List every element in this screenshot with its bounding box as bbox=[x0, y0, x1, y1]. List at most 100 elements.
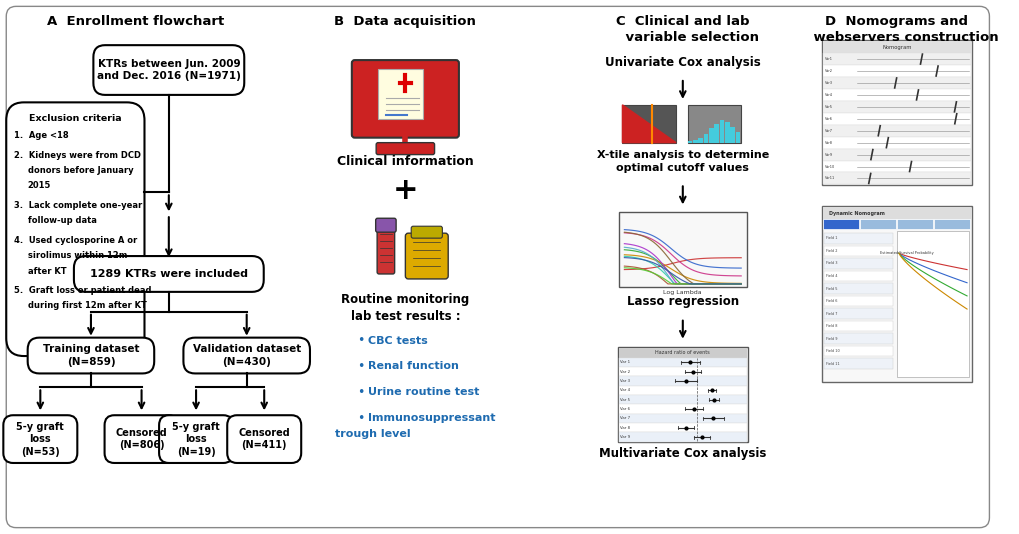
Bar bbox=[618, 367, 746, 376]
Text: Var7: Var7 bbox=[824, 129, 833, 133]
Text: Training dataset
(N=859): Training dataset (N=859) bbox=[43, 344, 139, 367]
Text: Var2: Var2 bbox=[824, 69, 833, 73]
Bar bbox=[822, 172, 970, 184]
Bar bbox=[618, 348, 746, 358]
Text: Urine routine test: Urine routine test bbox=[368, 387, 479, 397]
Text: Field 3: Field 3 bbox=[825, 262, 837, 265]
FancyBboxPatch shape bbox=[405, 233, 447, 279]
Text: lab test results :: lab test results : bbox=[351, 310, 460, 323]
FancyBboxPatch shape bbox=[6, 6, 988, 528]
Bar bbox=[618, 423, 746, 433]
Bar bbox=[823, 258, 893, 269]
FancyBboxPatch shape bbox=[376, 143, 434, 154]
Bar bbox=[823, 283, 893, 294]
Text: Clinical information: Clinical information bbox=[336, 155, 473, 168]
Bar bbox=[823, 321, 893, 331]
FancyBboxPatch shape bbox=[3, 415, 77, 463]
Text: Routine monitoring: Routine monitoring bbox=[341, 293, 469, 307]
Text: Field 7: Field 7 bbox=[825, 311, 837, 316]
Text: Field 2: Field 2 bbox=[825, 249, 837, 253]
Text: Var5: Var5 bbox=[824, 105, 833, 109]
FancyBboxPatch shape bbox=[375, 218, 395, 232]
Text: 1289 KTRs were included: 1289 KTRs were included bbox=[90, 269, 248, 279]
Text: Var 7: Var 7 bbox=[620, 417, 630, 420]
FancyBboxPatch shape bbox=[411, 226, 442, 238]
Text: +: + bbox=[392, 176, 418, 205]
FancyBboxPatch shape bbox=[6, 103, 145, 356]
Text: Field 6: Field 6 bbox=[825, 299, 837, 303]
Text: 4.  Used cyclosporine A or: 4. Used cyclosporine A or bbox=[14, 235, 138, 245]
Text: Field 10: Field 10 bbox=[825, 349, 839, 353]
Bar bbox=[687, 141, 692, 143]
Text: X-tile analysis to determine
optimal cutoff values: X-tile analysis to determine optimal cut… bbox=[596, 151, 768, 173]
Bar bbox=[823, 296, 893, 307]
FancyBboxPatch shape bbox=[159, 415, 232, 463]
Text: Var6: Var6 bbox=[824, 117, 833, 121]
Bar bbox=[823, 345, 893, 356]
Bar bbox=[703, 135, 707, 143]
Text: Censored
(N=806): Censored (N=806) bbox=[115, 428, 167, 450]
Bar bbox=[822, 89, 970, 101]
Bar bbox=[618, 386, 746, 395]
Bar bbox=[719, 120, 723, 143]
Text: 5-y graft
loss
(N=53): 5-y graft loss (N=53) bbox=[16, 422, 64, 457]
Text: donors before January: donors before January bbox=[28, 166, 133, 175]
Bar bbox=[823, 246, 893, 256]
Text: Var4: Var4 bbox=[824, 93, 833, 97]
Text: Var3: Var3 bbox=[824, 81, 833, 85]
FancyBboxPatch shape bbox=[618, 213, 746, 287]
Bar bbox=[708, 128, 713, 143]
FancyBboxPatch shape bbox=[821, 206, 971, 382]
Text: Lasso regression: Lasso regression bbox=[626, 295, 738, 308]
Text: Field 5: Field 5 bbox=[825, 287, 837, 290]
Polygon shape bbox=[622, 105, 676, 143]
Text: Field 9: Field 9 bbox=[825, 336, 837, 341]
Text: Field 11: Field 11 bbox=[825, 362, 839, 366]
Text: Multivariate Cox analysis: Multivariate Cox analysis bbox=[598, 446, 765, 460]
Text: 5-y graft
loss
(N=19): 5-y graft loss (N=19) bbox=[172, 422, 220, 457]
Text: Field 4: Field 4 bbox=[825, 274, 837, 278]
Text: Validation dataset
(N=430): Validation dataset (N=430) bbox=[193, 344, 301, 367]
FancyBboxPatch shape bbox=[821, 40, 971, 185]
Bar bbox=[698, 138, 702, 143]
Text: 2.  Kidneys were from DCD: 2. Kidneys were from DCD bbox=[14, 151, 141, 160]
Text: Field 1: Field 1 bbox=[825, 237, 837, 240]
Bar bbox=[822, 137, 970, 148]
Text: trough level: trough level bbox=[335, 429, 411, 438]
Bar bbox=[823, 233, 893, 244]
Text: •: • bbox=[357, 334, 364, 347]
Text: •: • bbox=[357, 360, 364, 373]
Text: Immunosuppressant: Immunosuppressant bbox=[368, 413, 495, 423]
Text: Log Lambda: Log Lambda bbox=[662, 290, 701, 295]
FancyBboxPatch shape bbox=[227, 415, 301, 463]
Bar bbox=[713, 124, 718, 143]
Text: follow-up data: follow-up data bbox=[28, 216, 97, 225]
Text: Var9: Var9 bbox=[824, 153, 833, 156]
Text: Censored
(N=411): Censored (N=411) bbox=[238, 428, 289, 450]
Bar bbox=[823, 271, 893, 281]
Bar bbox=[735, 132, 740, 143]
Text: Nomogram: Nomogram bbox=[881, 45, 911, 50]
Bar bbox=[692, 140, 697, 143]
Bar bbox=[859, 219, 895, 229]
Bar bbox=[822, 161, 970, 172]
Text: 2015: 2015 bbox=[28, 182, 51, 191]
Text: Hazard ratio of events: Hazard ratio of events bbox=[655, 350, 709, 355]
Bar bbox=[687, 105, 741, 143]
Bar bbox=[896, 231, 968, 378]
Bar bbox=[822, 219, 858, 229]
Text: Estimated Survival Probability: Estimated Survival Probability bbox=[879, 251, 932, 255]
Text: Var 5: Var 5 bbox=[620, 398, 630, 402]
FancyBboxPatch shape bbox=[616, 347, 747, 442]
Text: CBC tests: CBC tests bbox=[368, 335, 428, 345]
Text: Var 8: Var 8 bbox=[620, 426, 630, 430]
FancyBboxPatch shape bbox=[377, 226, 394, 274]
Text: Var8: Var8 bbox=[824, 140, 833, 145]
Bar bbox=[822, 101, 970, 113]
Text: •: • bbox=[357, 386, 364, 399]
FancyBboxPatch shape bbox=[94, 45, 244, 95]
FancyBboxPatch shape bbox=[352, 60, 459, 138]
Bar bbox=[730, 127, 735, 143]
Text: 5.  Graft loss or patient dead: 5. Graft loss or patient dead bbox=[14, 286, 152, 295]
Bar bbox=[618, 395, 746, 404]
